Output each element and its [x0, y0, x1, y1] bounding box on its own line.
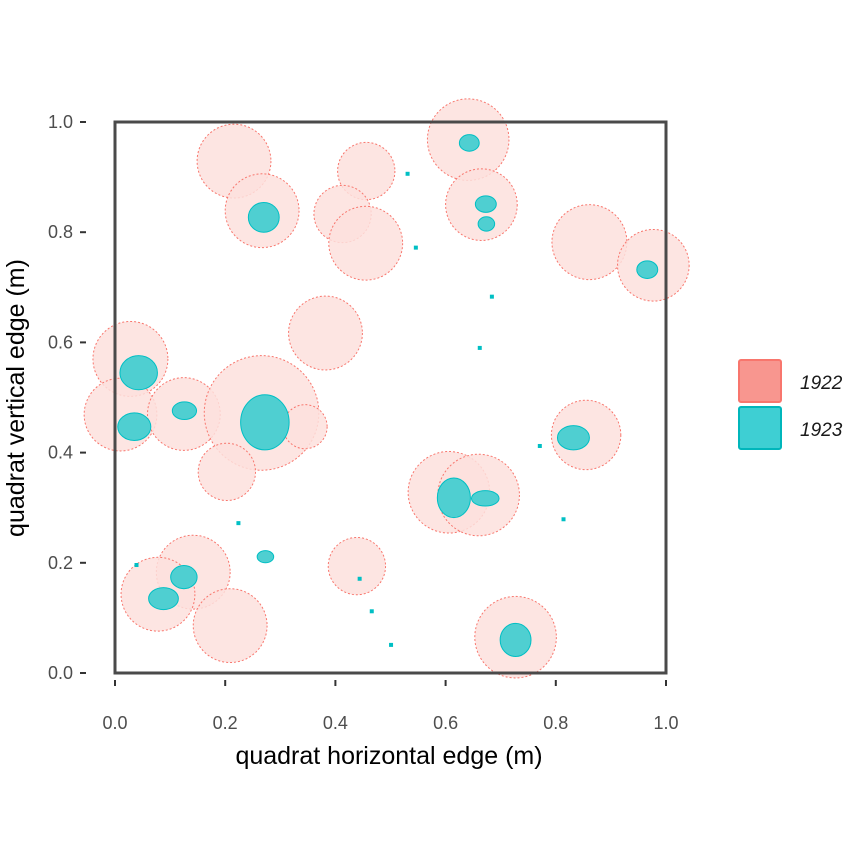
series-1923-shape-4: [636, 260, 659, 279]
series-1923-shape-8: [240, 394, 290, 451]
plot-panel-border: [113, 120, 668, 675]
x-axis-title: quadrat horizontal edge (m): [235, 742, 542, 770]
legend-label-1922: 1922: [800, 373, 843, 394]
series-1922-shape-7: [551, 204, 628, 281]
series-1923-point-3: [477, 345, 482, 350]
legend-key-1923: [738, 406, 782, 450]
x-tick-label-5: 1.0: [653, 713, 678, 733]
x-tick-label-4: 0.8: [543, 713, 568, 733]
series-1923-shape-6: [117, 412, 152, 441]
x-axis: 0.0 0.2 0.4 0.6 0.8 1.0: [102, 680, 679, 733]
y-tick-label-1: 0.2: [48, 553, 73, 573]
series-1923-point-2: [489, 294, 494, 299]
x-tick-label-0: 0.0: [102, 713, 127, 733]
x-tick-label-3: 0.6: [433, 713, 458, 733]
series-1922-shape-21: [192, 588, 268, 664]
x-tick-label-2: 0.4: [323, 713, 348, 733]
y-tick-label-0: 0.0: [48, 663, 73, 683]
y-axis: 0.0 0.2 0.4 0.6 0.8 1.0: [48, 112, 86, 683]
series-1923-shape-11: [556, 425, 590, 451]
y-tick-label-2: 0.4: [48, 443, 73, 463]
series-1923-shape-15: [499, 622, 532, 657]
series-1923-point-5: [561, 517, 566, 522]
series-1923-point-0: [405, 171, 410, 176]
series-1923-point-7: [134, 563, 139, 568]
series-1922-shape-22: [327, 536, 387, 596]
series-1923-shape-13: [170, 565, 198, 590]
series-1923-point-9: [369, 609, 374, 614]
series-1923-shape-3: [477, 216, 496, 232]
series-1923-shape-2: [474, 195, 497, 213]
y-axis-title: quadrat vertical edge (m): [2, 259, 30, 537]
y-tick-label-4: 0.8: [48, 222, 73, 242]
series-1922-shape-14: [282, 404, 328, 450]
series-1923-shape-0: [458, 134, 480, 152]
series-1922-shape-4: [328, 205, 404, 281]
series-1922-shape-11: [83, 377, 158, 452]
series-1923-shape-12: [256, 550, 275, 564]
series-1923-point-10: [389, 642, 394, 647]
series-1923-point-8: [357, 576, 362, 581]
legend-label-1923: 1923: [800, 420, 843, 441]
series-1923-shape-10: [470, 490, 500, 507]
series-1923-point-4: [537, 443, 542, 448]
series-1923-point-1: [413, 245, 418, 250]
series-1923-shape-1: [247, 201, 280, 233]
series-1923-point-6: [236, 521, 241, 526]
x-tick-label-1: 0.2: [213, 713, 238, 733]
series-1922-shape-15: [197, 442, 257, 502]
series-1923-shape-5: [119, 355, 158, 391]
series-1923-shape-14: [148, 587, 179, 611]
series-1923-shape-9: [436, 477, 471, 519]
y-tick-label-3: 0.6: [48, 332, 73, 352]
series-1922-shape-9: [288, 295, 363, 371]
legend-key-1922: [738, 359, 782, 403]
y-tick-label-5: 1.0: [48, 112, 73, 132]
legend: 1922 1923: [738, 359, 843, 450]
series-1923-layer: [117, 134, 659, 657]
series-1923-shape-7: [171, 401, 198, 421]
